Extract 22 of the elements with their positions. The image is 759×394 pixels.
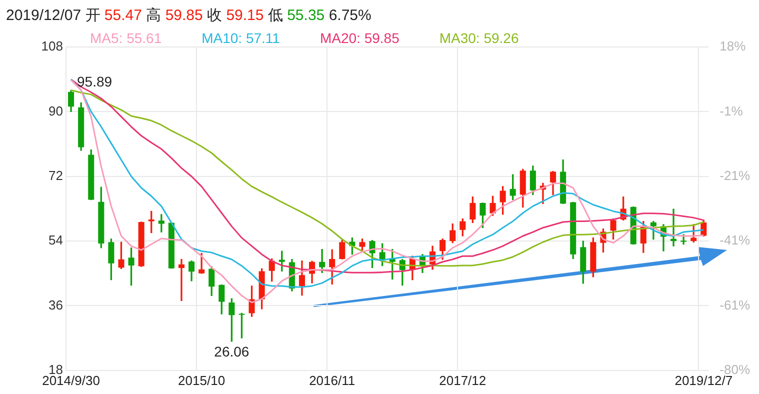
x-tick-label: 2015/10	[178, 372, 226, 388]
text: MA10: 57.11	[202, 30, 280, 46]
x-tick-label: 2016/11	[309, 372, 356, 388]
y-tick-label: 90	[48, 103, 63, 118]
annotation: 95.89	[77, 73, 112, 90]
candlestick	[670, 208, 677, 246]
text: MA5: 55.61	[90, 30, 162, 46]
chart-title: 2019/12/07 开 55.47 高 59.85 收 59.15 低 55.35 6.75%	[6, 7, 372, 24]
y2-tick-label: -1%	[720, 103, 744, 118]
y-tick-label: 54	[48, 232, 63, 248]
annotation: 26.06	[214, 343, 250, 360]
text: MA20: 59.85	[320, 30, 400, 46]
y-tick-label: 72	[48, 168, 63, 183]
y-tick-label: 36	[48, 297, 63, 312]
text: MA30: 59.26	[439, 30, 519, 46]
candlestick	[178, 259, 184, 302]
y2-tick-label: -21%	[720, 168, 750, 183]
x-tick-label: 2017/12	[439, 372, 486, 388]
y2-tick-label: -41%	[720, 232, 750, 248]
y2-tick-label: 18%	[720, 38, 746, 54]
y2-tick-label: -61%	[720, 297, 750, 312]
y-tick-label: 108	[41, 38, 63, 54]
